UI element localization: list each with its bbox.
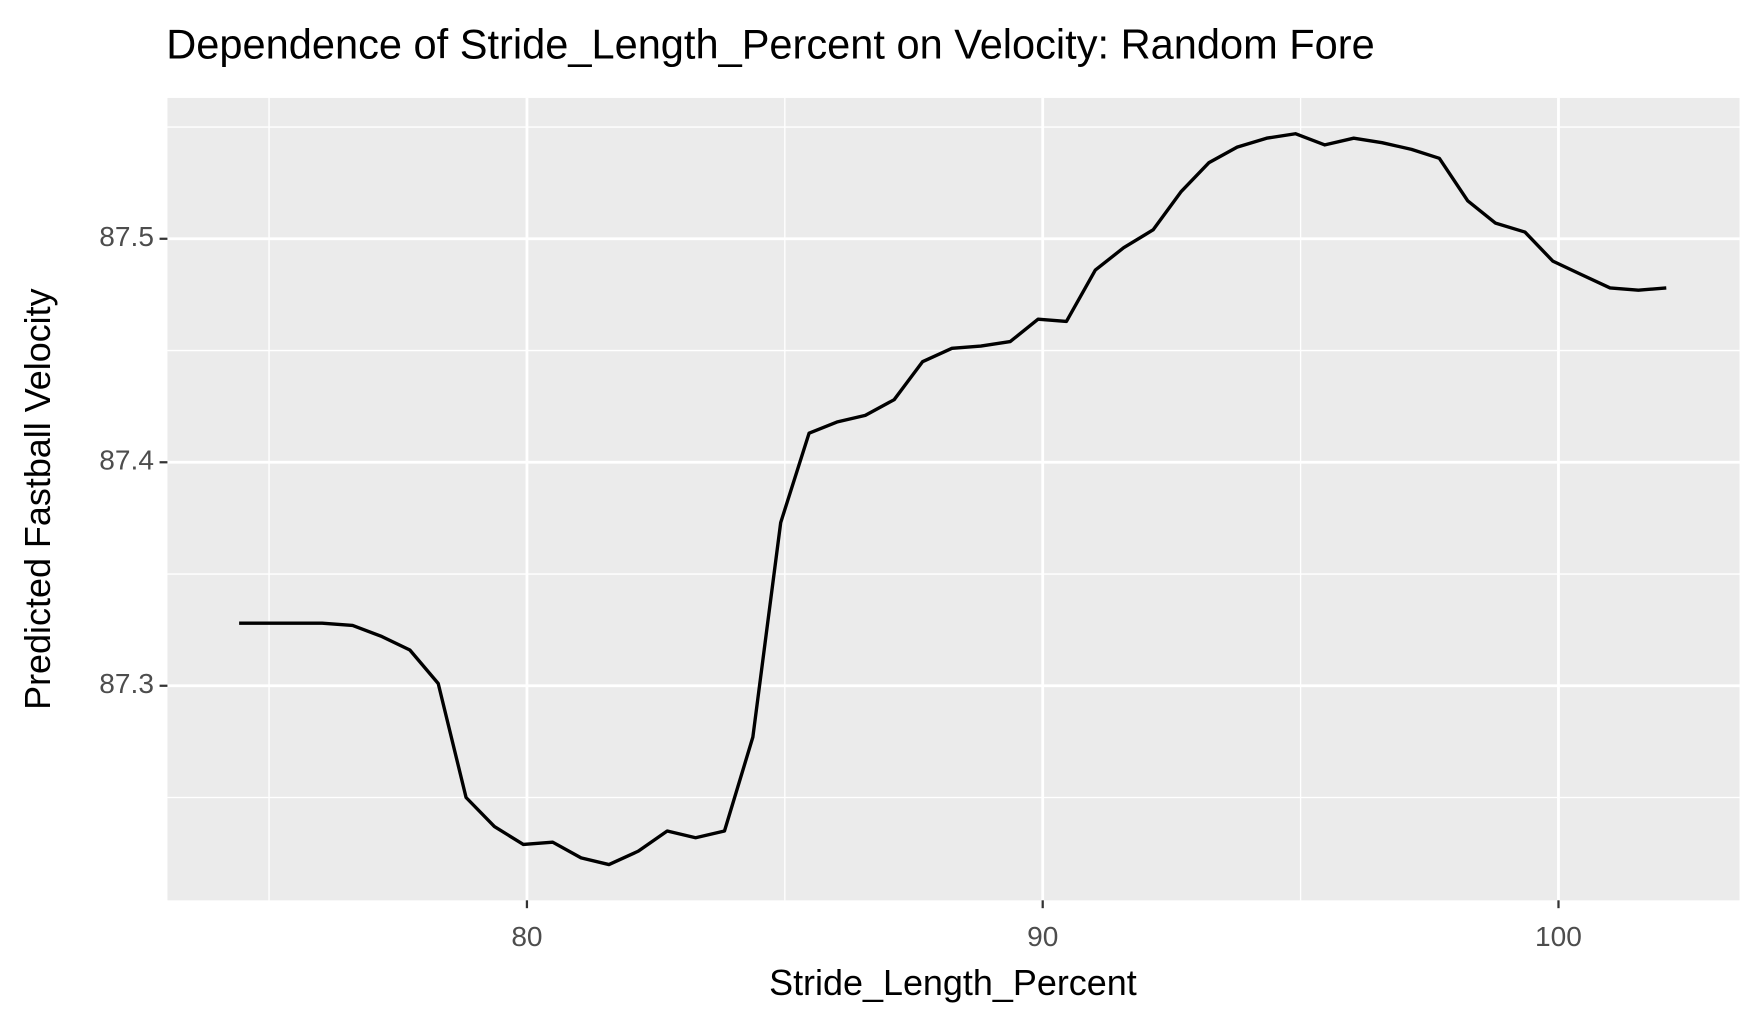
y-axis-label: Predicted Fastball Velocity (17, 288, 58, 710)
panel (167, 97, 1740, 901)
y-tick-label: 87.4 (99, 445, 154, 476)
y-tick-label: 87.3 (99, 668, 154, 699)
chart-title: Dependence of Stride_Length_Percent on V… (166, 20, 1374, 67)
grid (167, 97, 1740, 901)
x-tick-label: 90 (1027, 921, 1058, 952)
marks (239, 132, 1667, 867)
y-tick-label: 87.5 (99, 221, 154, 252)
x-tick-label: 100 (1535, 921, 1582, 952)
x-axis-label: Stride_Length_Percent (769, 962, 1137, 1003)
line (239, 132, 1667, 867)
x-tick-label: 80 (511, 921, 542, 952)
